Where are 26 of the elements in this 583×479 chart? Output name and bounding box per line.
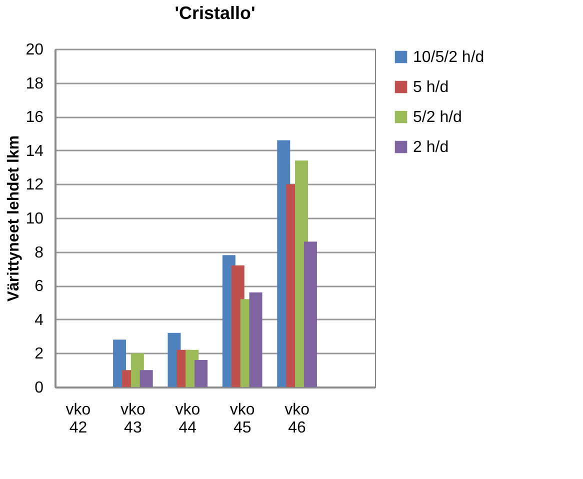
y-tick-label: 2 [34,346,44,363]
x-tick-label: vko 45 [230,402,255,436]
bar [194,360,208,387]
x-tick-label: vko 46 [284,402,310,436]
chart-title: 'Cristallo' [174,3,256,23]
bar [249,292,262,387]
y-tick-label: 16 [26,109,44,126]
x-tick-label: vko 43 [120,402,146,436]
bar [304,242,317,387]
legend-label: 2 h/d [413,139,449,156]
y-tick-label: 0 [34,380,44,396]
x-tick-label: vko 42 [66,402,91,436]
y-axis-title: Värittyneet lehdet lkm [6,135,23,302]
x-tick-label: vko 44 [175,402,200,436]
y-tick-label: 18 [26,75,44,92]
y-tick-label: 4 [34,312,44,329]
bar [140,370,153,387]
y-tick-label: 8 [34,244,44,262]
legend-label: 5 h/d [413,79,449,96]
y-tick-label: 12 [26,176,44,194]
y-tick-label: 20 [26,42,44,58]
y-tick-label: 6 [34,278,44,296]
y-tick-label: 10 [26,210,44,228]
y-tick-label: 14 [26,142,44,160]
legend-label: 5/2 h/d [413,109,462,126]
legend-label: 10/5/2 h/d [413,49,484,66]
